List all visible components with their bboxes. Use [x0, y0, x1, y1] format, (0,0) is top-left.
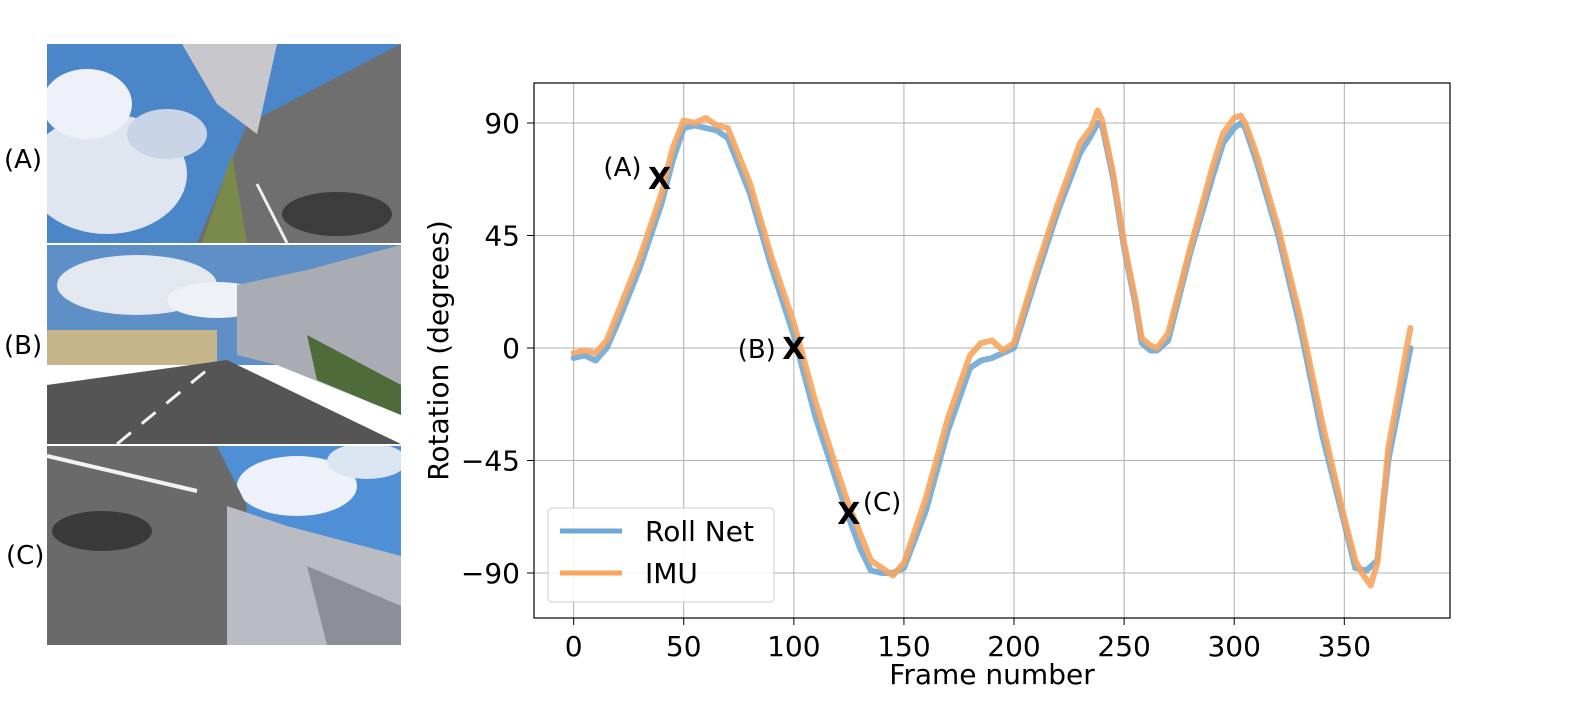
- x-tick-label: 150: [877, 630, 930, 663]
- annotation-label: (A): [603, 153, 641, 183]
- annotation-marker: X: [648, 162, 671, 197]
- plot-frame: [533, 82, 1451, 619]
- x-tick-label: 50: [666, 630, 702, 663]
- annotation-marker: X: [837, 497, 860, 532]
- y-tick-label: −45: [461, 445, 520, 478]
- legend-label-imu: IMU: [645, 557, 698, 590]
- series-layer: [570, 107, 1414, 589]
- annotation-label: (B): [738, 335, 776, 365]
- legend: Roll Net IMU: [547, 507, 775, 603]
- panel-label-a: (A): [4, 145, 43, 175]
- panel-label-c: (C): [6, 541, 45, 571]
- y-tick-label: 90: [484, 107, 520, 140]
- grid: [534, 83, 1450, 618]
- y-tick-label: −90: [461, 557, 520, 590]
- x-tick-label: 100: [767, 630, 820, 663]
- legend-label-roll-net: Roll Net: [645, 515, 754, 548]
- photo-panel-a: [47, 44, 401, 243]
- ticks: 0 50 100 150 200 250 300 350 90 45 0 −45 −90: [461, 107, 1371, 663]
- x-tick-label: 350: [1318, 630, 1371, 663]
- annotation-layer: X(A)X(B)X (C): [603, 153, 901, 532]
- panel-label-b: (B): [4, 331, 43, 361]
- y-tick-label: 0: [502, 332, 520, 365]
- photo-panel-c: [47, 446, 401, 645]
- x-tick-label: 0: [565, 630, 583, 663]
- y-axis-label: Rotation (degrees): [422, 220, 455, 481]
- annotation-marker: X: [782, 332, 805, 367]
- photo-panel-b: [47, 245, 401, 444]
- y-tick-label: 45: [484, 220, 520, 253]
- x-tick-label: 200: [987, 630, 1040, 663]
- series-line-imu: [570, 107, 1414, 589]
- x-axis-label: Frame number: [889, 658, 1095, 691]
- annotation-label: (C): [863, 488, 901, 518]
- x-tick-label: 250: [1097, 630, 1150, 663]
- x-tick-label: 300: [1207, 630, 1260, 663]
